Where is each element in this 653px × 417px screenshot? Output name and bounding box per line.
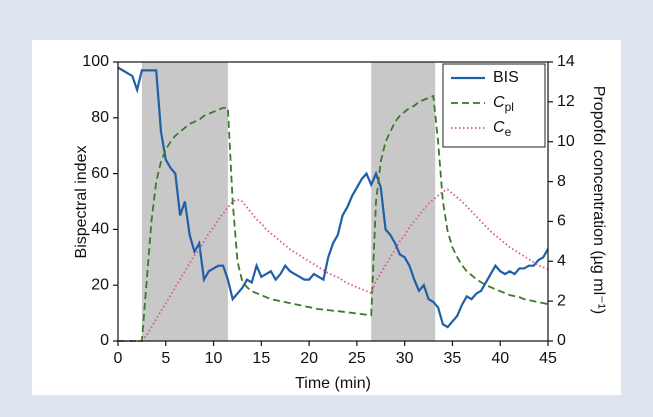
y2-tick-label: 8 [557, 173, 566, 190]
legend-label: Ce [493, 119, 512, 139]
legend-label: Cpl [493, 94, 514, 114]
legend-subscript: pl [505, 100, 514, 114]
y2-tick-label: 4 [557, 253, 566, 270]
x-tick-label: 15 [252, 350, 270, 367]
y2-tick-label: 14 [557, 53, 575, 70]
x-tick-label: 40 [491, 350, 509, 367]
x-tick-label: 25 [348, 350, 366, 367]
plot-frame [117, 61, 549, 342]
x-tick-label: 35 [444, 350, 462, 367]
data-line [117, 66, 549, 329]
data-line [118, 94, 549, 342]
y-tick-label: 40 [91, 221, 109, 238]
y2-axis-label: Propofol concentration (µg ml⁻¹) [590, 86, 607, 314]
x-tick-label: 0 [114, 350, 123, 367]
y-tick-label: 60 [91, 165, 109, 182]
y2-tick-label: 12 [557, 93, 575, 110]
y-tick-label: 100 [82, 53, 109, 70]
y2-tick-label: 6 [557, 213, 566, 230]
plot-area: 0 5 10 15 20 25 30 35 40 450204060801000246810121… [82, 53, 575, 367]
legend-subscript: e [505, 125, 512, 139]
legend-name: C [493, 94, 505, 111]
x-tick-label: 20 [300, 350, 318, 367]
legend-name: C [493, 119, 505, 136]
x-tick-label: 10 [205, 350, 223, 367]
legend-name: BIS [493, 69, 519, 86]
y-tick-label: 0 [100, 332, 109, 349]
y-tick-label: 20 [91, 276, 109, 293]
x-tick-label: 45 [539, 350, 557, 367]
x-axis-label: Time (min) [295, 375, 371, 392]
y2-tick-label: 0 [557, 332, 566, 349]
x-tick-label: 30 [396, 350, 414, 367]
y-axis-label: Bispectral index [73, 146, 90, 259]
y2-tick-label: 2 [557, 292, 566, 309]
shaded-region [371, 62, 436, 341]
x-tick-label: 5 [161, 350, 170, 367]
y2-tick-label: 10 [557, 133, 575, 150]
legend-label: BIS [493, 69, 519, 86]
y-tick-label: 80 [91, 109, 109, 126]
